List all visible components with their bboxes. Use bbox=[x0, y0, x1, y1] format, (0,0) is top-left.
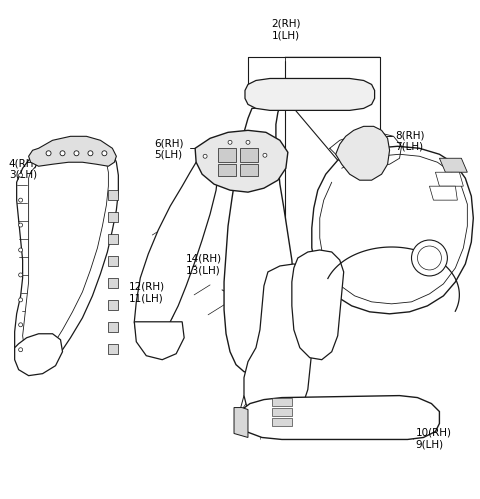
Circle shape bbox=[19, 273, 23, 277]
Text: 12(RH)
11(LH): 12(RH) 11(LH) bbox=[128, 282, 165, 303]
Circle shape bbox=[246, 140, 250, 144]
Circle shape bbox=[19, 173, 23, 177]
Circle shape bbox=[19, 348, 23, 352]
Text: 8(RH)
7(LH): 8(RH) 7(LH) bbox=[396, 130, 425, 152]
Polygon shape bbox=[238, 396, 439, 440]
Circle shape bbox=[263, 153, 267, 157]
Circle shape bbox=[46, 151, 51, 156]
Text: 10(RH)
9(LH): 10(RH) 9(LH) bbox=[416, 428, 452, 449]
Circle shape bbox=[228, 140, 232, 144]
Polygon shape bbox=[195, 130, 288, 192]
Polygon shape bbox=[108, 256, 119, 266]
Circle shape bbox=[74, 151, 79, 156]
Text: 14(RH)
13(LH): 14(RH) 13(LH) bbox=[186, 254, 222, 275]
Polygon shape bbox=[240, 164, 258, 176]
Polygon shape bbox=[336, 126, 390, 180]
Polygon shape bbox=[134, 322, 184, 360]
Polygon shape bbox=[312, 146, 473, 314]
Polygon shape bbox=[245, 78, 374, 110]
Polygon shape bbox=[108, 344, 119, 354]
Polygon shape bbox=[108, 300, 119, 310]
Polygon shape bbox=[292, 250, 344, 360]
Polygon shape bbox=[272, 418, 292, 426]
Polygon shape bbox=[244, 264, 318, 430]
Text: 6(RH)
5(LH): 6(RH) 5(LH) bbox=[154, 138, 184, 160]
Polygon shape bbox=[234, 408, 248, 438]
Polygon shape bbox=[15, 334, 62, 376]
Polygon shape bbox=[240, 148, 258, 162]
Circle shape bbox=[88, 151, 93, 156]
Polygon shape bbox=[108, 212, 119, 222]
Polygon shape bbox=[430, 186, 457, 200]
Circle shape bbox=[102, 151, 107, 156]
Circle shape bbox=[19, 248, 23, 252]
Polygon shape bbox=[15, 138, 119, 374]
Circle shape bbox=[411, 240, 447, 276]
Circle shape bbox=[19, 198, 23, 202]
Circle shape bbox=[19, 223, 23, 227]
Circle shape bbox=[418, 246, 442, 270]
Polygon shape bbox=[134, 156, 218, 340]
Polygon shape bbox=[23, 148, 108, 360]
Polygon shape bbox=[108, 234, 119, 244]
Text: 4(RH)
3(LH): 4(RH) 3(LH) bbox=[9, 158, 38, 180]
Polygon shape bbox=[108, 322, 119, 332]
Polygon shape bbox=[439, 158, 468, 172]
Polygon shape bbox=[272, 398, 292, 406]
Polygon shape bbox=[29, 136, 116, 166]
Circle shape bbox=[60, 151, 65, 156]
Polygon shape bbox=[218, 148, 236, 162]
Polygon shape bbox=[108, 190, 119, 200]
Circle shape bbox=[19, 298, 23, 302]
Polygon shape bbox=[218, 164, 236, 176]
Polygon shape bbox=[224, 106, 294, 374]
Polygon shape bbox=[272, 408, 292, 416]
Text: 16(RH)
15(LH): 16(RH) 15(LH) bbox=[292, 290, 328, 311]
Polygon shape bbox=[435, 172, 463, 186]
Text: 2(RH)
1(LH): 2(RH) 1(LH) bbox=[271, 18, 300, 40]
Circle shape bbox=[203, 154, 207, 158]
Circle shape bbox=[19, 323, 23, 327]
Polygon shape bbox=[108, 278, 119, 288]
